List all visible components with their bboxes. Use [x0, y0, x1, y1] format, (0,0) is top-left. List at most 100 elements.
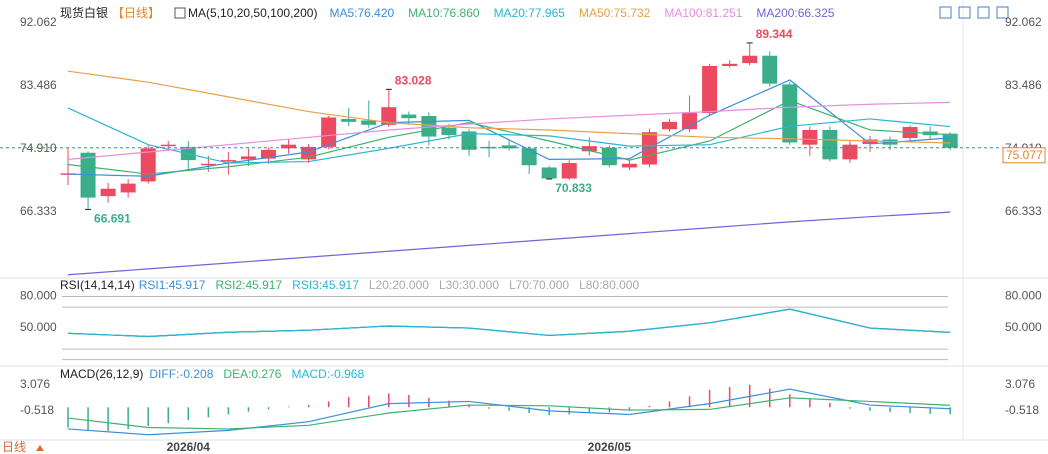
y-tick-label: 66.333	[1005, 204, 1042, 218]
toolbar-icons	[939, 6, 1009, 19]
candle-body	[441, 127, 457, 136]
candle-body	[160, 144, 176, 147]
macd-bar	[508, 407, 510, 411]
candle-body	[120, 183, 136, 193]
macd-bar	[327, 401, 330, 408]
y-tick-label: 3.076	[1005, 377, 1035, 391]
icon[interactable]	[996, 6, 1009, 19]
ma-line	[67, 101, 951, 160]
legend-item: RSI(14,14,14)	[60, 278, 135, 292]
high-label: 83.028	[395, 74, 432, 88]
macd-bar	[307, 405, 310, 408]
indicator-icon	[174, 7, 186, 19]
icon[interactable]	[958, 6, 971, 19]
ma-line	[67, 70, 951, 144]
legend-item: MA10:76.860	[408, 6, 480, 20]
y-tick-label: 3.076	[20, 377, 50, 391]
legend-item: L20:20.000	[369, 278, 429, 292]
candle-body	[862, 139, 878, 144]
y-tick-label: 66.333	[20, 204, 57, 218]
legend-item: MACD(26,12,9)	[60, 367, 143, 381]
candle-body	[381, 107, 397, 125]
candle-body	[682, 113, 698, 130]
candle-body	[762, 55, 778, 84]
x-tick-label: 2026/04	[167, 440, 211, 454]
macd-bar	[488, 407, 490, 409]
candle-body	[782, 84, 798, 143]
macd-bar	[789, 394, 791, 408]
candle-body	[722, 63, 738, 67]
macd-bar	[528, 407, 530, 414]
y-tick-label: 83.486	[20, 78, 57, 92]
low-label: 70.833	[555, 181, 592, 195]
candle-body	[541, 167, 557, 179]
legend-item: MACD:-0.968	[291, 367, 364, 381]
last-price-box	[1002, 147, 1046, 164]
rsi-line	[67, 308, 951, 338]
legend-item: L80:80.000	[579, 278, 639, 292]
candle-body	[702, 66, 718, 114]
legend-item: MA5:76.420	[329, 6, 394, 20]
macd-bar	[708, 389, 711, 408]
macd-bar	[869, 407, 871, 411]
low-label: 66.691	[94, 212, 131, 226]
legend-item: 【日线】	[112, 6, 160, 20]
macd-bar	[67, 407, 69, 428]
macd-bar	[368, 395, 370, 408]
macd-line	[67, 388, 951, 436]
candle-body	[461, 131, 477, 150]
macd-bar	[949, 407, 951, 415]
legend-item: RSI2:45.917	[215, 278, 282, 292]
legend-item: L70:70.000	[509, 278, 569, 292]
macd-bar	[107, 407, 109, 432]
macd-bar	[648, 405, 651, 408]
candle-body	[100, 188, 116, 197]
icon[interactable]	[977, 6, 990, 19]
candle-body	[341, 118, 357, 122]
macd-bar	[608, 407, 611, 413]
candle-body	[561, 163, 577, 179]
candle-body	[942, 133, 958, 148]
macd-bar	[388, 393, 390, 408]
candle-body	[321, 117, 337, 147]
legend-item: MA(5,10,20,50,100,200)	[188, 6, 317, 20]
y-tick-label: 50.000	[1005, 320, 1042, 334]
candle-body	[261, 149, 276, 159]
ma-line	[67, 99, 951, 175]
legend-item: RSI3:45.917	[292, 278, 359, 292]
macd-bar	[909, 407, 911, 414]
macd-bar	[849, 407, 851, 409]
legend-item: DEA:0.276	[223, 367, 281, 381]
x-tick-label: 2026/05	[588, 440, 632, 454]
period-button[interactable]: 日线	[2, 440, 26, 454]
y-tick-label: 83.486	[1005, 78, 1042, 92]
candle-body	[742, 55, 758, 64]
icon[interactable]	[939, 6, 952, 19]
macd-bar	[769, 388, 771, 408]
ma-line	[67, 79, 951, 177]
legend-item: MA100:81.251	[664, 6, 742, 20]
candle-body	[361, 120, 377, 125]
ma-line	[67, 211, 951, 276]
macd-bar	[448, 400, 450, 408]
macd-bar	[809, 398, 811, 408]
legend-item: DIFF:-0.208	[149, 367, 213, 381]
y-tick-label: 92.062	[1005, 15, 1042, 29]
y-tick-label: -0.518	[20, 403, 54, 417]
ma-line	[67, 107, 951, 164]
legend-item: MA50:75.732	[579, 6, 651, 20]
legend-item: RSI1:45.917	[139, 278, 206, 292]
y-tick-label: 50.000	[20, 320, 57, 334]
candle-body	[401, 114, 417, 119]
macd-bar	[408, 394, 410, 408]
period-arrow[interactable]	[36, 445, 44, 451]
candle-body	[662, 121, 677, 130]
macd-bar	[829, 402, 831, 408]
legend-item: 现货白银	[60, 5, 108, 20]
macd-bar	[187, 407, 190, 421]
candle-body	[281, 144, 297, 149]
candle-body	[601, 147, 617, 166]
y-tick-label: 80.000	[1005, 289, 1042, 303]
candle-body	[200, 163, 216, 166]
